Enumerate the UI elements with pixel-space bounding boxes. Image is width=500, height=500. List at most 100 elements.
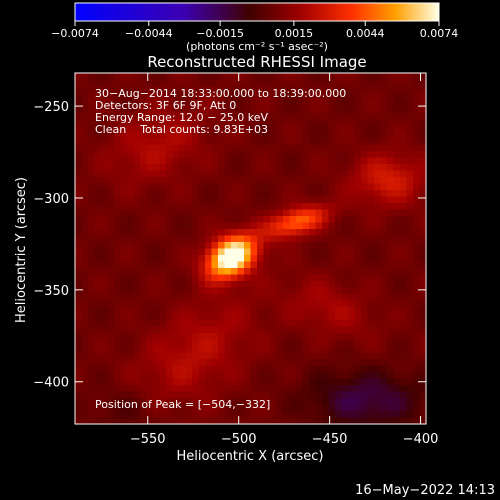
heatmap-cell [185,391,193,399]
heatmap-cell [361,86,369,94]
heatmap-cell [159,307,167,315]
heatmap-cell [179,398,187,406]
heatmap-cell [263,190,271,198]
heatmap-cell [140,144,148,152]
heatmap-cell [94,222,102,230]
heatmap-cell [270,151,278,159]
heatmap-cell [276,177,284,185]
footer-date: 16−May−2022 14:13 [355,483,495,498]
heatmap-cell [153,125,161,133]
heatmap-cell [114,112,122,120]
heatmap-cell [302,404,310,412]
heatmap-cell [140,229,148,237]
heatmap-cell [315,352,323,360]
heatmap-cell [302,112,310,120]
heatmap-cell [218,216,226,224]
heatmap-cell [309,320,317,328]
heatmap-cell [133,417,141,424]
heatmap-cell [413,398,421,406]
heatmap-cell [244,346,252,354]
heatmap-cell [172,359,180,367]
heatmap-cell [322,248,330,256]
heatmap-cell [114,92,122,100]
heatmap-cell [166,274,174,282]
heatmap-cell [159,209,167,217]
heatmap-cell [302,73,310,81]
heatmap-cell [289,86,297,94]
heatmap-cell [263,372,271,380]
heatmap-cell [315,79,323,87]
heatmap-cell [309,365,317,373]
heatmap-cell [348,359,356,367]
heatmap-cell [328,307,336,315]
heatmap-cell [94,281,102,289]
heatmap-cell [419,73,426,81]
heatmap-cell [296,300,304,308]
heatmap-cell [289,229,297,237]
heatmap-cell [361,411,369,419]
heatmap-cell [81,170,89,178]
heatmap-cell [276,398,284,406]
heatmap-cell [231,307,239,315]
heatmap-cell [257,151,265,159]
heatmap-cell [153,346,161,354]
heatmap-cell [237,372,245,380]
heatmap-cell [88,307,96,315]
heatmap-cell [263,242,271,250]
heatmap-cell [218,118,226,126]
heatmap-cell [283,300,291,308]
heatmap-cell [335,248,343,256]
heatmap-cell [406,326,414,334]
heatmap-cell [127,222,135,230]
heatmap-cell [348,151,356,159]
heatmap-cell [296,307,304,315]
heatmap-cell [250,352,258,360]
heatmap-cell [153,131,161,139]
heatmap-cell [263,346,271,354]
heatmap-cell [120,203,128,211]
heatmap-cell [250,203,258,211]
heatmap-cell [101,398,109,406]
heatmap-cell [114,203,122,211]
heatmap-cell [322,235,330,243]
heatmap-cell [81,190,89,198]
heatmap-cell [270,222,278,230]
heatmap-cell [127,196,135,204]
heatmap-cell [276,242,284,250]
heatmap-cell [283,346,291,354]
heatmap-cell [322,274,330,282]
heatmap-cell [309,274,317,282]
heatmap-cell [387,209,395,217]
heatmap-cell [133,294,141,302]
heatmap-cell [133,307,141,315]
heatmap-cell [400,346,408,354]
heatmap-cell [367,92,375,100]
heatmap-cell [120,326,128,334]
heatmap-cell [192,339,200,347]
heatmap-cell [120,105,128,113]
heatmap-cell [192,112,200,120]
heatmap-cell [205,261,213,269]
heatmap-cell [75,229,83,237]
heatmap-cell [419,274,426,282]
heatmap-cell [263,378,271,386]
heatmap-cell [172,105,180,113]
heatmap-cell [361,222,369,230]
heatmap-cell [289,177,297,185]
heatmap-cell [231,352,239,360]
heatmap-cell [367,326,375,334]
heatmap-cell [289,125,297,133]
heatmap-cell [75,144,83,152]
heatmap-cell [107,339,115,347]
heatmap-cell [309,242,317,250]
heatmap-cell [322,333,330,341]
heatmap-cell [231,346,239,354]
heatmap-cell [374,209,382,217]
heatmap-cell [237,307,245,315]
heatmap-cell [341,177,349,185]
heatmap-cell [296,190,304,198]
heatmap-cell [315,105,323,113]
heatmap-cell [88,118,96,126]
heatmap-cell [361,177,369,185]
heatmap-cell [257,144,265,152]
